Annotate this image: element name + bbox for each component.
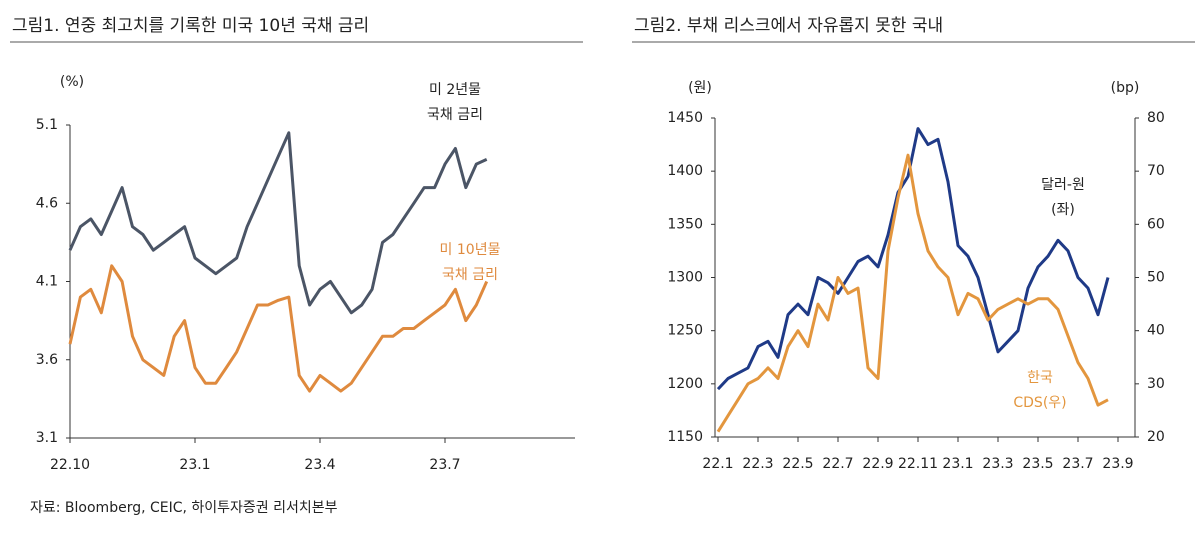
series-line bbox=[716, 127, 1110, 391]
series-label: CDS(우) bbox=[1013, 395, 1066, 411]
series-label: 한국 bbox=[1027, 370, 1053, 386]
y2-tick-label: 30 bbox=[1147, 376, 1165, 392]
x-tick-label: 22.3 bbox=[742, 456, 773, 472]
y-tick-label: 3.6 bbox=[36, 352, 58, 368]
y2-tick-label: 20 bbox=[1147, 429, 1165, 445]
x-tick-label: 23.7 bbox=[1062, 456, 1093, 472]
chart-title: 그림1. 연중 최고치를 기록한 미국 10년 국채 금리 bbox=[12, 16, 369, 36]
series-label: 미 2년물 bbox=[429, 82, 481, 98]
y-tick-label: 3.1 bbox=[36, 430, 58, 446]
y-tick-label: 1400 bbox=[667, 163, 703, 179]
y-unit: (원) bbox=[688, 80, 712, 96]
y-tick-label: 4.6 bbox=[36, 195, 58, 211]
y2-tick-label: 60 bbox=[1147, 216, 1165, 232]
y-tick-label: 1450 bbox=[667, 110, 703, 126]
x-tick-label: 23.1 bbox=[942, 456, 973, 472]
series-line bbox=[68, 131, 488, 315]
y-tick-label: 4.1 bbox=[36, 274, 58, 290]
x-tick-label: 22.7 bbox=[822, 456, 853, 472]
x-tick-label: 23.7 bbox=[429, 457, 460, 473]
x-tick-label: 22.1 bbox=[702, 456, 733, 472]
series-line bbox=[716, 153, 1109, 433]
series-label: (좌) bbox=[1051, 202, 1075, 218]
series-line bbox=[68, 264, 489, 393]
y-unit: (%) bbox=[60, 74, 84, 90]
series-label: 달러-원 bbox=[1041, 177, 1085, 193]
y-tick-label: 1150 bbox=[667, 429, 703, 445]
chart-title: 그림2. 부채 리스크에서 자유롭지 못한 국내 bbox=[634, 16, 943, 36]
y-tick-label: 1350 bbox=[667, 216, 703, 232]
y-tick-label: 1300 bbox=[667, 270, 703, 286]
x-tick-label: 22.5 bbox=[782, 456, 813, 472]
y2-tick-label: 70 bbox=[1147, 163, 1165, 179]
y2-tick-label: 40 bbox=[1147, 323, 1165, 339]
y-tick-label: 5.1 bbox=[36, 117, 58, 133]
series-label: 국채 금리 bbox=[442, 267, 498, 283]
x-tick-label: 22.10 bbox=[50, 457, 90, 473]
y-tick-label: 1250 bbox=[667, 323, 703, 339]
y2-unit: (bp) bbox=[1111, 80, 1140, 96]
y2-tick-label: 80 bbox=[1147, 110, 1165, 126]
series-label: 국채 금리 bbox=[427, 107, 483, 123]
x-tick-label: 23.3 bbox=[982, 456, 1013, 472]
x-tick-label: 23.4 bbox=[304, 457, 335, 473]
series-label: 미 10년물 bbox=[440, 242, 501, 258]
x-tick-label: 23.9 bbox=[1102, 456, 1133, 472]
y2-tick-label: 50 bbox=[1147, 270, 1165, 286]
x-tick-label: 23.5 bbox=[1022, 456, 1053, 472]
y-tick-label: 1200 bbox=[667, 376, 703, 392]
source: 자료: Bloomberg, CEIC, 하이투자증권 리서치본부 bbox=[30, 500, 338, 516]
x-tick-label: 23.1 bbox=[179, 457, 210, 473]
x-tick-label: 22.11 bbox=[898, 456, 938, 472]
x-tick-label: 22.9 bbox=[862, 456, 893, 472]
